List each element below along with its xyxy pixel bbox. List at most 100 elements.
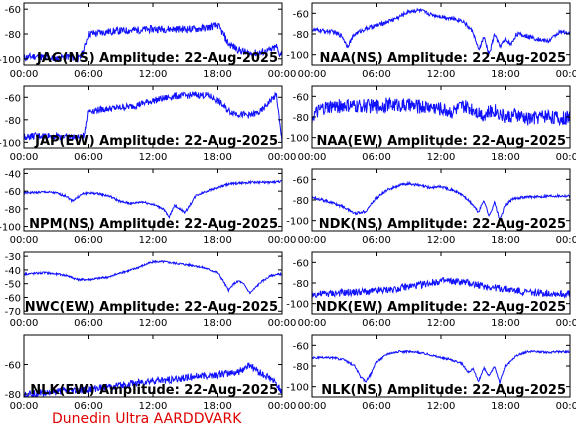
x-tick-label: 00:00 (10, 69, 39, 80)
amplitude-trace (24, 179, 282, 219)
x-tick-label: 18:00 (203, 401, 232, 412)
x-tick-label: 18:00 (491, 69, 520, 80)
y-tick-label: -70 (5, 307, 21, 318)
x-tick-label: 06:00 (74, 69, 103, 80)
y-tick-label: -100 (0, 55, 21, 66)
x-tick-label: 12:00 (139, 401, 168, 412)
y-tick-label: -80 (5, 390, 21, 401)
x-tick-label: 00:00 (10, 152, 39, 163)
y-tick-label: -80 (293, 113, 309, 124)
x-tick-label: 06:00 (74, 401, 103, 412)
panel-6: -60 -80 -100 00:00 06:00 12:00 18:00 00:00 NDK(N… (286, 168, 576, 246)
x-tick-label: 00:00 (298, 318, 327, 329)
y-tick-label: -60 (5, 361, 21, 372)
x-tick-label: 00:00 (268, 69, 297, 80)
x-tick-label: 06:00 (74, 318, 103, 329)
y-tick-label: -60 (5, 5, 21, 16)
amplitude-trace (312, 7, 570, 55)
y-tick-label: -60 (5, 187, 21, 198)
x-tick-label: 00:00 (268, 235, 297, 246)
x-tick-label: 06:00 (362, 69, 391, 80)
panel-1: -60 -80 -100 00:00 06:00 12:00 18:00 00:00 JAG(N… (0, 2, 297, 80)
y-tick-label: -60 (293, 92, 309, 103)
x-tick-label: 00:00 (10, 235, 39, 246)
x-tick-label: 00:00 (268, 401, 297, 412)
x-tick-label: 12:00 (427, 318, 456, 329)
panel-title: JAG(NS) Amplitude: 22-Aug-2025 (36, 51, 278, 66)
panel-title: NLK(EW) Amplitude: 22-Aug-2025 (30, 383, 278, 398)
x-tick-label: 18:00 (491, 235, 520, 246)
y-tick-label: -80 (293, 279, 309, 290)
panel-title: JAP(EW) Amplitude: 22-Aug-2025 (34, 134, 278, 149)
x-tick-label: 06:00 (74, 152, 103, 163)
x-tick-label: 12:00 (139, 69, 168, 80)
x-tick-label: 06:00 (74, 235, 103, 246)
x-tick-label: 12:00 (139, 318, 168, 329)
y-tick-label: -80 (5, 116, 21, 127)
amplitude-trace (24, 21, 282, 63)
panel-10: -60 -80 -100 00:00 06:00 12:00 18:00 00:00 NLK(N… (286, 334, 576, 412)
y-tick-label: -60 (293, 341, 309, 352)
x-tick-label: 06:00 (362, 152, 391, 163)
x-tick-label: 18:00 (203, 235, 232, 246)
y-tick-label: -30 (5, 252, 21, 263)
x-tick-label: 18:00 (203, 152, 232, 163)
amplitude-trace (312, 180, 570, 222)
x-tick-label: 12:00 (427, 401, 456, 412)
x-tick-label: 18:00 (491, 152, 520, 163)
x-tick-label: 06:00 (362, 235, 391, 246)
y-tick-label: -40 (5, 169, 21, 180)
x-tick-label: 00:00 (298, 69, 327, 80)
amplitude-trace (312, 349, 570, 386)
amplitude-trace (24, 259, 282, 295)
x-tick-label: 00:00 (10, 318, 39, 329)
y-tick-label: -60 (5, 293, 21, 304)
amplitude-trace (24, 361, 282, 397)
x-tick-label: 00:00 (556, 401, 576, 412)
footer-credit: Dunedin Ultra AARDDVARK (52, 411, 242, 427)
amplitude-trace (312, 97, 570, 127)
panel-title: NAA(EW) Amplitude: 22-Aug-2025 (317, 134, 566, 149)
x-tick-label: 12:00 (427, 235, 456, 246)
x-tick-label: 00:00 (556, 318, 576, 329)
x-tick-label: 12:00 (139, 152, 168, 163)
x-tick-label: 00:00 (10, 401, 39, 412)
panel-2: -60 -80 -100 00:00 06:00 12:00 18:00 00:00 NAA(N… (286, 2, 576, 80)
y-tick-label: -80 (293, 30, 309, 41)
y-tick-label: -100 (286, 217, 309, 228)
x-tick-label: 18:00 (491, 401, 520, 412)
y-tick-label: -60 (293, 258, 309, 269)
y-tick-label: -100 (286, 300, 309, 311)
amplitude-trace (24, 90, 282, 144)
x-tick-label: 00:00 (556, 152, 576, 163)
x-tick-label: 00:00 (556, 235, 576, 246)
y-tick-label: -100 (286, 383, 309, 394)
x-tick-label: 06:00 (362, 401, 391, 412)
y-tick-label: -100 (286, 134, 309, 145)
y-tick-label: -100 (286, 51, 309, 62)
x-tick-label: 00:00 (268, 318, 297, 329)
x-tick-label: 00:00 (298, 235, 327, 246)
y-tick-label: -80 (293, 362, 309, 373)
panel-8: -60 -80 -100 00:00 06:00 12:00 18:00 00:00 NDK(E… (286, 251, 576, 329)
y-tick-label: -80 (293, 196, 309, 207)
y-tick-label: -100 (0, 138, 21, 149)
x-tick-label: 18:00 (203, 318, 232, 329)
panel-title: NLK(NS) Amplitude: 22-Aug-2025 (321, 383, 566, 398)
x-tick-label: 00:00 (556, 69, 576, 80)
x-tick-label: 12:00 (427, 152, 456, 163)
y-tick-label: -50 (5, 280, 21, 291)
y-tick-label: -60 (5, 93, 21, 104)
x-tick-label: 00:00 (268, 152, 297, 163)
y-tick-label: -80 (5, 205, 21, 216)
x-tick-label: 12:00 (427, 69, 456, 80)
x-tick-label: 06:00 (362, 318, 391, 329)
panel-4: -60 -80 -100 00:00 06:00 12:00 18:00 00:00 NAA(E… (286, 85, 576, 163)
panel-title: NDK(NS) Amplitude: 22-Aug-2025 (319, 217, 566, 232)
y-tick-label: -100 (0, 223, 21, 234)
y-tick-label: -80 (5, 30, 21, 41)
x-tick-label: 12:00 (139, 235, 168, 246)
amplitude-trace (312, 277, 570, 299)
